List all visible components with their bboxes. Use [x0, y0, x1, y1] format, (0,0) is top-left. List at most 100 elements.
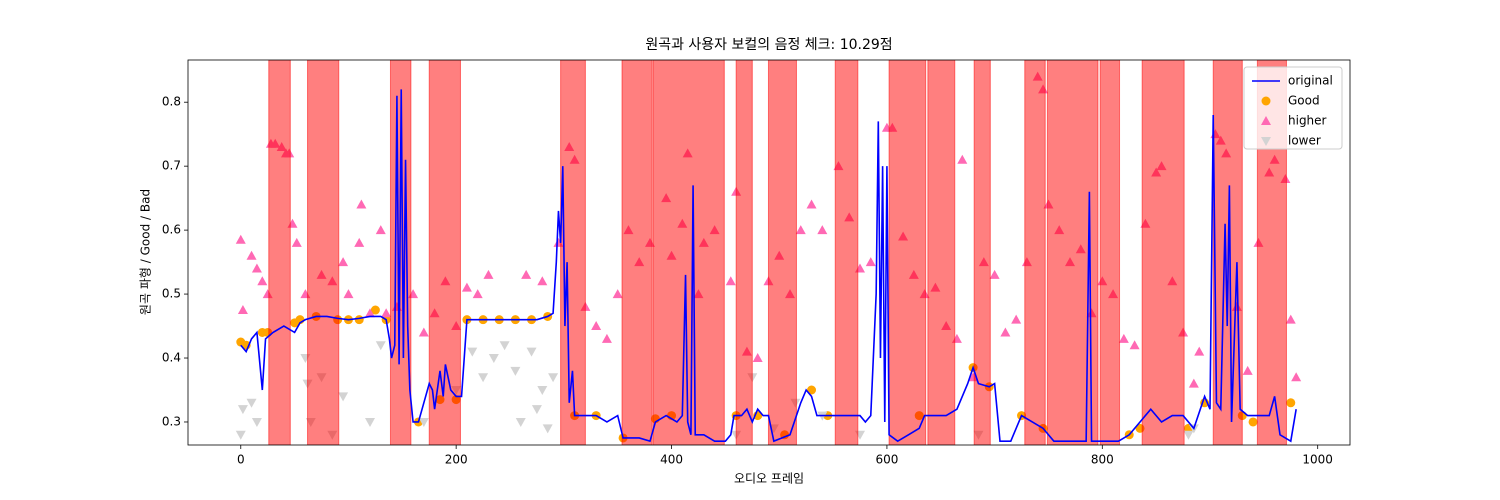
chart-title: 원곡과 사용자 보컬의 음정 체크: 10.29점 [645, 37, 892, 53]
legend-swatch [1261, 116, 1271, 125]
legend-label: Good [1288, 94, 1320, 108]
shaded-span [1024, 60, 1046, 445]
point [488, 354, 499, 364]
point [370, 305, 380, 315]
shaded-span [268, 60, 291, 445]
point [375, 225, 386, 235]
point [752, 353, 763, 363]
x-axis-label: 오디오 프레임 [734, 472, 804, 486]
shaded-span [652, 60, 725, 445]
shaded-span [1141, 60, 1185, 445]
shaded-span [834, 60, 859, 445]
point [1188, 378, 1199, 388]
x-tick-label: 0 [237, 453, 245, 467]
y-tick-label: 0.3 [162, 414, 181, 428]
point [291, 237, 302, 247]
point [537, 276, 548, 286]
point [257, 276, 268, 286]
point [499, 341, 510, 351]
legend-swatch [1261, 137, 1271, 146]
point [957, 154, 968, 164]
point [526, 347, 537, 357]
point [365, 308, 375, 318]
point [1183, 430, 1194, 440]
point [1285, 314, 1296, 324]
point [1118, 333, 1129, 343]
point [235, 234, 246, 244]
point [1286, 398, 1296, 408]
point [591, 321, 602, 331]
point [365, 417, 375, 427]
point [515, 417, 526, 427]
point [601, 333, 612, 343]
point [354, 315, 364, 325]
legend-swatch [1261, 96, 1271, 106]
point [418, 417, 429, 427]
point [472, 289, 483, 299]
y-axis-label: 원곡 파형 / Good / Bad [139, 189, 153, 315]
line [240, 89, 1297, 443]
point [1011, 314, 1022, 324]
legend-box [1243, 66, 1343, 150]
point [246, 398, 257, 408]
shaded-span [621, 60, 653, 445]
point [246, 250, 257, 260]
point [418, 327, 429, 337]
point [251, 417, 262, 427]
legend-label: lower [1288, 134, 1321, 148]
point [1000, 327, 1011, 337]
y-tick-label: 0.4 [162, 351, 181, 365]
point [807, 385, 817, 395]
point [725, 276, 736, 286]
point [1194, 346, 1205, 356]
x-tick-label: 200 [445, 453, 468, 467]
y-tick-label: 0.8 [162, 95, 181, 109]
point [467, 347, 478, 357]
point [343, 289, 354, 299]
x-tick-label: 400 [660, 453, 683, 467]
point [1129, 340, 1140, 350]
point [483, 269, 494, 279]
shaded-span [767, 60, 797, 445]
point [461, 282, 472, 292]
shaded-span [735, 60, 753, 445]
shaded-span [888, 60, 927, 445]
point [1291, 372, 1302, 382]
point [251, 263, 262, 273]
point [1242, 365, 1253, 375]
shaded-span [307, 60, 340, 445]
point [338, 257, 349, 267]
point [542, 424, 553, 434]
point [235, 430, 246, 440]
x-tick-label: 800 [1091, 453, 1114, 467]
y-tick-label: 0.6 [162, 223, 181, 237]
point [806, 199, 817, 209]
point [237, 305, 248, 315]
point [338, 392, 349, 402]
point [521, 269, 532, 279]
point [548, 373, 559, 383]
point [354, 237, 365, 247]
shaded-span [927, 60, 956, 445]
x-tick-label: 1000 [1302, 453, 1333, 467]
point [537, 386, 548, 395]
y-tick-label: 0.7 [162, 159, 181, 173]
shaded-span [973, 60, 991, 445]
shaded-span [1099, 60, 1121, 445]
y-tick-label: 0.5 [162, 287, 181, 301]
point [612, 289, 623, 299]
point [381, 308, 392, 318]
x-tick-label: 600 [875, 453, 898, 467]
legend-label: original [1288, 74, 1333, 88]
point [237, 405, 248, 415]
plot-frame [187, 59, 1351, 446]
point [375, 341, 386, 351]
plot-area [235, 60, 1302, 445]
point [1248, 417, 1258, 427]
point [795, 225, 806, 235]
legend-label: higher [1288, 114, 1327, 128]
point [989, 269, 1000, 279]
point [817, 225, 828, 235]
point [865, 257, 876, 267]
